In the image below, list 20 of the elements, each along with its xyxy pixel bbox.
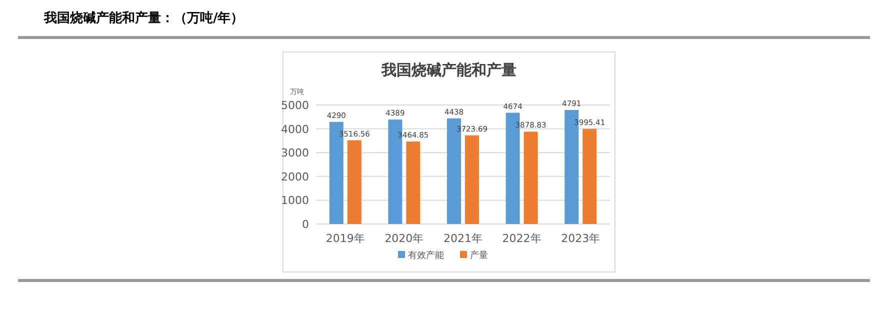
y-tick-label: 4000 bbox=[281, 122, 309, 136]
legend-label: 有效产能 bbox=[408, 250, 444, 261]
chart-subtitle: 我国烧碱产能和产量 bbox=[380, 61, 516, 79]
text: 我国烧碱产能和产量：（万吨/年） bbox=[43, 10, 244, 26]
y-tick-label: 3000 bbox=[281, 146, 309, 160]
x-tick-label: 2020年 bbox=[384, 232, 424, 245]
y-tick-label: 2000 bbox=[281, 170, 309, 184]
legend-label: 产量 bbox=[470, 250, 488, 261]
x-tick-label: 2019年 bbox=[326, 232, 365, 245]
x-tick-label: 2022年 bbox=[502, 232, 542, 245]
y-tick-label: 5000 bbox=[281, 99, 309, 112]
bar bbox=[524, 132, 538, 224]
y-tick-label: 0 bbox=[302, 218, 309, 231]
x-tick-label: 2021年 bbox=[444, 232, 482, 245]
bar bbox=[347, 140, 362, 224]
y-tick-label: 1000 bbox=[281, 194, 309, 208]
x-tick-label: 2023年 bbox=[561, 232, 600, 245]
bar bbox=[406, 142, 420, 224]
bar bbox=[582, 128, 597, 224]
bar bbox=[465, 135, 479, 224]
